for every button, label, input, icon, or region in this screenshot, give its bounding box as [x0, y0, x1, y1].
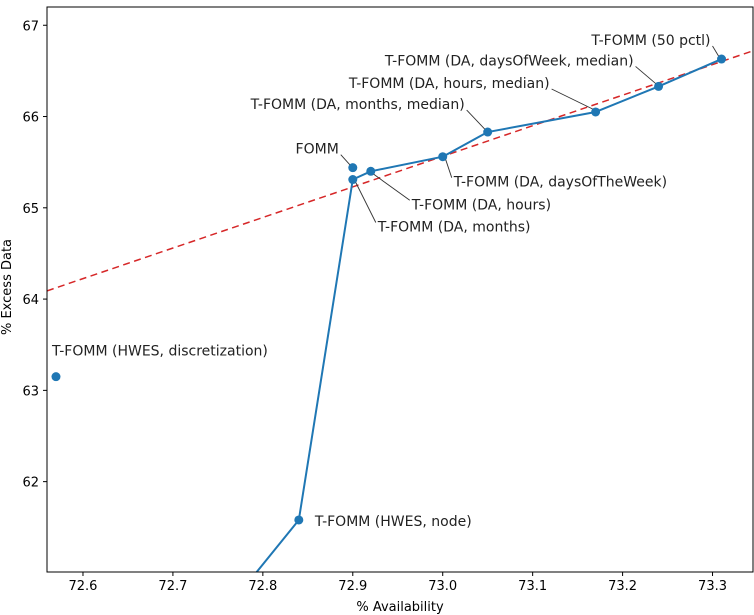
x-tick-label: 73.2 — [608, 579, 637, 594]
y-tick-label: 65 — [22, 202, 39, 217]
annotation-leader — [635, 66, 656, 84]
y-tick-label: 67 — [22, 19, 39, 34]
annotation-label: T-FOMM (50 pctl) — [590, 33, 710, 49]
annotation-label: T-FOMM (HWES, discretization) — [51, 344, 268, 360]
y-axis-label: % Excess Data — [0, 239, 15, 335]
plot-frame — [46, 6, 754, 573]
x-tick-label: 72.7 — [158, 579, 187, 594]
plot-area — [47, 50, 753, 572]
annotation-label: T-FOMM (HWES, node) — [314, 514, 472, 530]
x-tick-label: 73.3 — [698, 579, 727, 594]
data-point — [348, 175, 358, 185]
data-point — [717, 54, 727, 64]
annotation-leader — [340, 154, 351, 165]
data-point — [366, 166, 376, 176]
annotations: T-FOMM (HWES, discretization) T-FOMM (HWE… — [51, 33, 719, 530]
x-tick-label: 73.0 — [428, 579, 457, 594]
annotation-label: FOMM — [296, 142, 339, 158]
y-tick-label: 62 — [22, 476, 39, 491]
x-tick-label: 72.9 — [338, 579, 367, 594]
annotation-leader — [355, 182, 377, 223]
annotation-label: T-FOMM (DA, months, median) — [250, 97, 465, 113]
annotation-label: T-FOMM (DA, hours, median) — [348, 76, 550, 92]
data-point — [294, 515, 304, 525]
annotation-leader — [551, 88, 593, 110]
x-tick-label: 72.6 — [68, 579, 97, 594]
annotation-label: T-FOMM (DA, daysOfTheWeek) — [453, 175, 667, 191]
trend-line — [47, 50, 753, 292]
annotation-leader — [712, 45, 719, 57]
annotation-label: T-FOMM (DA, hours) — [411, 197, 551, 213]
data-point — [51, 372, 61, 382]
annotation-label: T-FOMM (DA, daysOfWeek, median) — [384, 53, 634, 69]
y-tick-label: 63 — [22, 384, 39, 399]
y-tick-label: 66 — [22, 111, 39, 126]
data-point — [348, 163, 358, 173]
y-tick-label: 64 — [22, 293, 39, 308]
data-point — [654, 81, 664, 91]
annotation-label: T-FOMM (DA, months) — [377, 220, 531, 236]
y-axis: 62 63 64 65 66 67 — [22, 19, 47, 491]
frontier-line — [255, 58, 722, 572]
x-tick-label: 73.1 — [518, 579, 547, 594]
annotation-leader — [445, 159, 453, 178]
x-tick-label: 72.8 — [248, 579, 277, 594]
data-point — [438, 152, 448, 162]
data-point — [483, 127, 493, 137]
x-axis-label: % Availability — [356, 600, 444, 615]
annotation-leader — [373, 173, 411, 201]
data-point — [591, 107, 601, 117]
annotation-leader — [466, 109, 486, 130]
x-axis: 72.6 72.7 72.8 72.9 73.0 73.1 73.2 73.3 — [68, 572, 727, 594]
